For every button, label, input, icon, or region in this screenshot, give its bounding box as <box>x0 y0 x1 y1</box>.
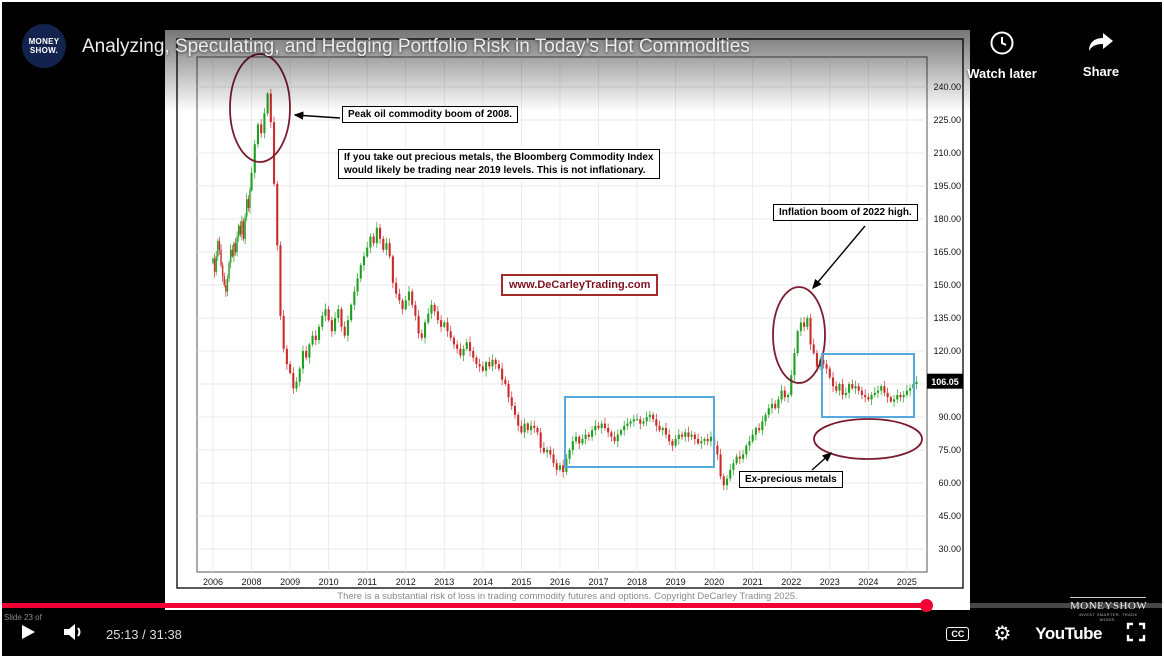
svg-text:210.00: 210.00 <box>933 148 961 158</box>
watermark-title: MONEYSHOW <box>1070 600 1148 612</box>
channel-avatar-line2: SHOW. <box>29 46 59 55</box>
svg-text:60.00: 60.00 <box>938 478 961 488</box>
svg-text:75.00: 75.00 <box>938 445 961 455</box>
fullscreen-button[interactable] <box>1126 622 1146 647</box>
right-controls: CC ⚙ YouTube <box>946 622 1146 647</box>
svg-text:2025: 2025 <box>897 577 917 587</box>
play-icon <box>18 622 38 647</box>
svg-text:2006: 2006 <box>203 577 223 587</box>
svg-text:2023: 2023 <box>820 577 840 587</box>
svg-text:225.00: 225.00 <box>933 115 961 125</box>
clock-icon <box>989 30 1015 59</box>
annotation-ex-precious: Ex-precious metals <box>739 471 843 488</box>
slide-disclaimer: There is a substantial risk of loss in t… <box>337 591 798 602</box>
annotation-inflation-2022: Inflation boom of 2022 high. <box>773 204 918 221</box>
youtube-logo: YouTube <box>1035 624 1102 643</box>
share-label: Share <box>1082 64 1120 79</box>
speaker-icon <box>62 622 86 647</box>
progress-played <box>2 603 927 608</box>
annotation-precious-note: If you take out precious metals, the Blo… <box>338 149 660 179</box>
share-button[interactable]: Share <box>1068 30 1134 79</box>
svg-text:2018: 2018 <box>627 577 647 587</box>
svg-text:2021: 2021 <box>743 577 763 587</box>
annotation-peak-oil: Peak oil commodity boom of 2008. <box>342 106 518 123</box>
svg-text:2008: 2008 <box>242 577 262 587</box>
volume-button[interactable] <box>62 622 86 647</box>
svg-text:2016: 2016 <box>550 577 570 587</box>
svg-text:2024: 2024 <box>858 577 878 587</box>
svg-text:2012: 2012 <box>396 577 416 587</box>
youtube-logo-button[interactable]: YouTube <box>1035 624 1102 644</box>
svg-text:120.00: 120.00 <box>933 346 961 356</box>
svg-text:90.00: 90.00 <box>938 412 961 422</box>
svg-text:180.00: 180.00 <box>933 214 961 224</box>
cc-icon: CC <box>946 627 970 641</box>
svg-text:135.00: 135.00 <box>933 313 961 323</box>
commodity-chart: 240.00 225.00 210.00 195.00 180.00 165.00 150.… <box>176 38 964 589</box>
svg-text:2022: 2022 <box>781 577 801 587</box>
svg-text:2013: 2013 <box>434 577 454 587</box>
share-arrow-icon <box>1086 30 1116 57</box>
svg-text:2010: 2010 <box>319 577 339 587</box>
svg-text:165.00: 165.00 <box>933 247 961 257</box>
channel-avatar-line1: MONEY <box>28 36 60 46</box>
player-controls: 25:13 / 31:38 CC ⚙ YouTube <box>2 614 1162 654</box>
video-title[interactable]: Analyzing, Speculating, and Hedging Port… <box>82 36 750 57</box>
presentation-slide: 240.00 225.00 210.00 195.00 180.00 165.00 150.… <box>165 30 970 610</box>
annotation-precious-note-line2: would likely be trading near 2019 levels… <box>344 165 646 176</box>
svg-text:2020: 2020 <box>704 577 724 587</box>
svg-text:195.00: 195.00 <box>933 181 961 191</box>
svg-text:2015: 2015 <box>511 577 531 587</box>
svg-text:2011: 2011 <box>358 577 377 587</box>
svg-text:240.00: 240.00 <box>933 82 961 92</box>
watermark-tagline: INVEST SMARTER. TRADE WISER. <box>1078 612 1138 622</box>
svg-text:30.00: 30.00 <box>938 544 961 554</box>
watch-later-button[interactable]: Watch later <box>954 30 1050 81</box>
svg-text:2017: 2017 <box>588 577 608 587</box>
svg-text:2009: 2009 <box>280 577 300 587</box>
progress-scrubber[interactable] <box>919 599 933 612</box>
watch-later-label: Watch later <box>967 66 1037 81</box>
time-display: 25:13 / 31:38 <box>106 626 182 642</box>
fullscreen-icon <box>1126 622 1146 647</box>
play-button[interactable] <box>18 622 38 647</box>
slide-counter: Slide 23 of <box>4 613 42 622</box>
annotation-precious-note-line1: If you take out precious metals, the Blo… <box>344 152 654 163</box>
svg-text:150.00: 150.00 <box>933 280 961 290</box>
svg-text:2014: 2014 <box>473 577 493 587</box>
svg-text:2019: 2019 <box>666 577 686 587</box>
channel-avatar[interactable]: MONEY SHOW. <box>22 24 66 68</box>
annotation-website: www.DeCarleyTrading.com <box>501 274 659 297</box>
svg-text:45.00: 45.00 <box>938 511 961 521</box>
svg-text:106.05: 106.05 <box>931 377 959 387</box>
progress-bar[interactable] <box>2 599 1162 612</box>
moneyshow-watermark: MONEYSHOW INVEST SMARTER. TRADE WISER. <box>1070 597 1148 622</box>
captions-button[interactable]: CC <box>946 627 970 641</box>
gear-icon: ⚙ <box>993 623 1012 645</box>
settings-button[interactable]: ⚙ <box>993 624 1011 644</box>
